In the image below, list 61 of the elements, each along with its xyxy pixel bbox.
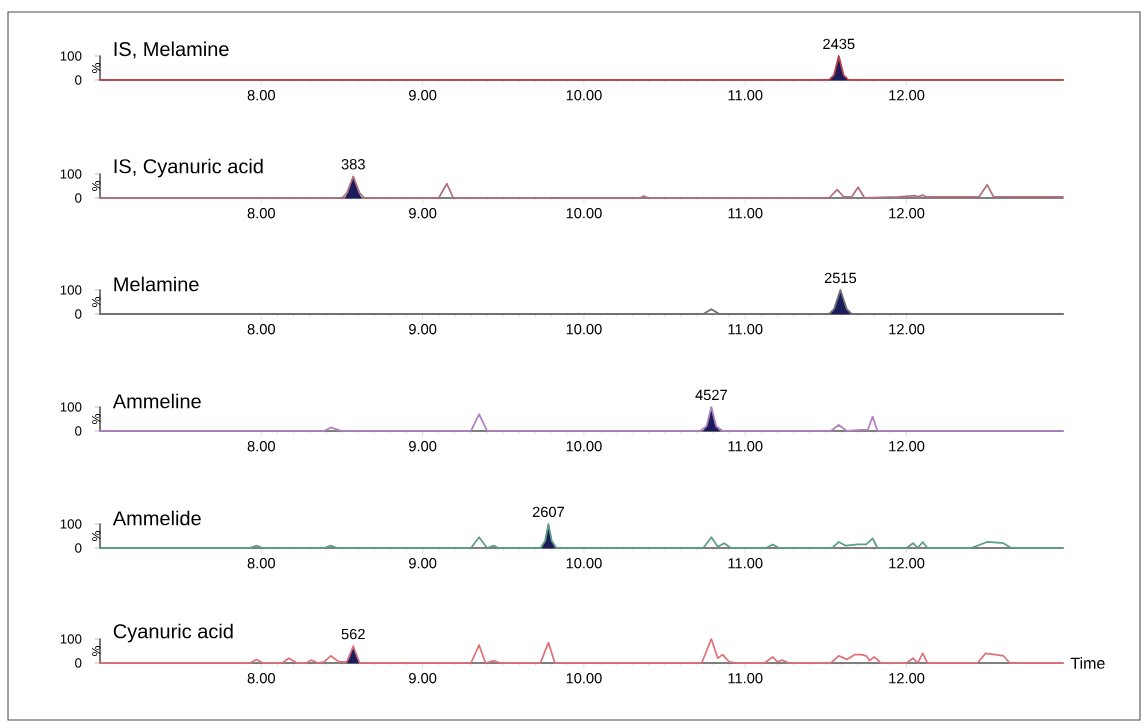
x-tick-label: 11.00	[728, 558, 763, 569]
x-tick-label: 11.00	[728, 441, 763, 452]
x-tick-label: 8.00	[247, 90, 275, 101]
chart-title: Ammelide	[112, 510, 201, 526]
x-tick-label: 10.00	[566, 441, 602, 452]
x-tick-label: 8.00	[247, 208, 275, 219]
y-tick-label: 100	[60, 169, 82, 179]
annotation: 4527	[695, 389, 727, 401]
y-axis-title: %	[92, 646, 101, 656]
y-axis-title: %	[92, 414, 101, 424]
x-tick-label: 8.00	[247, 673, 275, 684]
x-tick-label: 12.00	[889, 208, 925, 219]
y-tick-label: 100	[60, 402, 82, 412]
x-tick-label: 10.00	[566, 673, 602, 684]
x-tick-label: 9.00	[409, 90, 437, 101]
x-tick-label: 10.00	[566, 558, 602, 569]
chart-title: Melamine	[114, 276, 199, 292]
chart-title: IS, Cyanuric acid	[114, 158, 263, 178]
annotation: 2515	[824, 272, 857, 284]
x-tick-label: 12.00	[889, 90, 925, 101]
x-tick-label: 12.00	[889, 441, 925, 452]
x-tick-label: 9.00	[409, 558, 437, 569]
x-tick-label: 9.00	[409, 324, 437, 335]
y-axis-title: %	[92, 63, 101, 73]
x-tick-label: 8.00	[247, 441, 275, 452]
y-axis-title: %	[92, 531, 101, 541]
y-tick-label: 100	[60, 285, 82, 295]
y-axis-title: %	[92, 297, 101, 307]
x-tick-label: 9.00	[409, 208, 437, 219]
x-tick-label: 12.00	[889, 558, 925, 569]
y-tick-label: 0	[75, 193, 82, 203]
chart-title: IS, Melamine	[114, 41, 229, 59]
x-tick-label: 9.00	[409, 673, 437, 684]
x-tick-label: 11.00	[728, 90, 763, 101]
x-tick-label: 10.00	[566, 90, 602, 101]
y-axis-title: %	[92, 181, 101, 191]
annotation: 562	[341, 628, 365, 640]
chart-title: Ammeline	[112, 393, 201, 409]
y-tick-label: 0	[75, 75, 82, 85]
x-tick-label: 12.00	[889, 324, 925, 335]
x-tick-label: 11.00	[728, 208, 763, 219]
x-tick-label: 8.00	[247, 558, 275, 569]
y-tick-label: 0	[75, 309, 82, 319]
x-tick-label: 10.00	[566, 324, 602, 335]
y-tick-label: 100	[60, 51, 82, 61]
x-axis-title: Time	[1070, 657, 1105, 669]
annotation: 2435	[823, 38, 855, 50]
y-tick-label: 100	[60, 519, 82, 529]
chart-title: Cyanuric acid	[113, 623, 233, 643]
x-tick-label: 11.00	[728, 673, 763, 684]
x-tick-label: 11.00	[728, 324, 763, 335]
annotation: 383	[341, 159, 365, 170]
x-tick-label: 9.00	[409, 441, 437, 452]
y-tick-label: 0	[75, 543, 82, 553]
x-tick-label: 12.00	[889, 673, 925, 684]
y-tick-label: 100	[60, 634, 82, 644]
y-tick-label: 0	[75, 658, 82, 668]
x-tick-label: 10.00	[566, 208, 602, 219]
x-tick-label: 8.00	[247, 324, 275, 335]
annotation: 2607	[532, 506, 565, 518]
y-tick-label: 0	[75, 426, 82, 436]
